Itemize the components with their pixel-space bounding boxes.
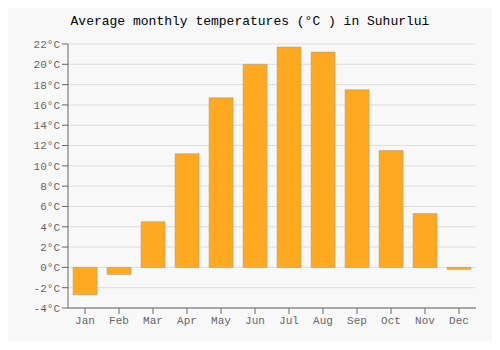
svg-text:Jan: Jan xyxy=(75,315,95,327)
svg-text:20°C: 20°C xyxy=(34,59,61,71)
svg-text:Dec: Dec xyxy=(449,315,469,327)
svg-text:Nov: Nov xyxy=(415,315,435,327)
svg-text:18°C: 18°C xyxy=(34,80,61,92)
svg-text:10°C: 10°C xyxy=(34,161,61,173)
svg-text:Apr: Apr xyxy=(177,315,197,327)
svg-text:8°C: 8°C xyxy=(40,181,60,193)
svg-text:Mar: Mar xyxy=(143,315,163,327)
svg-text:14°C: 14°C xyxy=(34,120,61,132)
svg-text:6°C: 6°C xyxy=(40,201,60,213)
svg-text:2°C: 2°C xyxy=(40,242,60,254)
svg-text:May: May xyxy=(211,315,231,327)
svg-text:4°C: 4°C xyxy=(40,222,60,234)
svg-text:16°C: 16°C xyxy=(34,100,61,112)
html-text:Average monthly temperatures (: Average monthly temperatures (°C ) in Su… xyxy=(70,14,430,29)
svg-text:22°C: 22°C xyxy=(34,39,61,51)
svg-text:Aug: Aug xyxy=(313,315,333,327)
svg-text:Sep: Sep xyxy=(347,315,367,327)
svg-text:-4°C: -4°C xyxy=(34,303,61,315)
svg-text:-2°C: -2°C xyxy=(34,283,61,295)
svg-text:0°C: 0°C xyxy=(40,262,60,274)
svg-text:Oct: Oct xyxy=(381,315,401,327)
svg-text:12°C: 12°C xyxy=(34,140,61,152)
svg-text:Jul: Jul xyxy=(279,315,299,327)
svg-text:Jun: Jun xyxy=(245,315,265,327)
svg-text:Feb: Feb xyxy=(109,315,129,327)
